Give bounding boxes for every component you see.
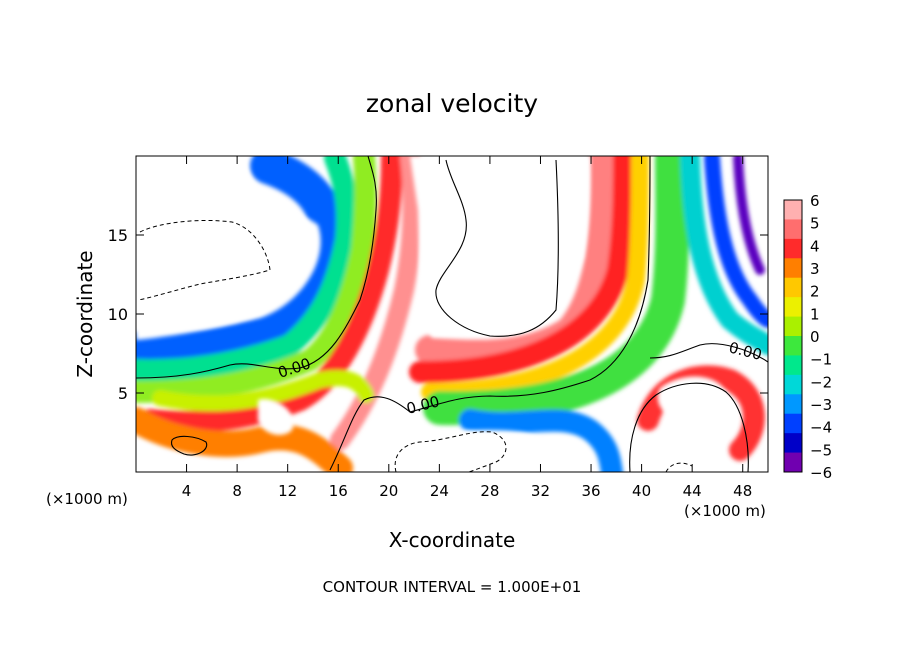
contour-negative-lines <box>137 220 693 472</box>
colorbar-swatch <box>784 336 802 356</box>
contour-zero-lower <box>329 156 651 471</box>
field-band-right-yellow <box>421 156 649 401</box>
colorbar-tick-label: −5 <box>810 441 832 459</box>
colorbar: 6 5 4 3 2 1 0 −1 −2 −3 −4 −5 −6 <box>783 192 832 482</box>
contour-positive-upper <box>435 159 559 337</box>
y-axis: 5 10 15 <box>108 226 768 403</box>
colorbar-swatch <box>784 394 802 415</box>
colorbar-tick-label: −2 <box>810 373 832 391</box>
x-tick-label: 48 <box>733 482 752 500</box>
colorbar-swatch <box>784 297 802 318</box>
contour-zero-left <box>136 156 377 379</box>
colorbar-swatch <box>784 200 802 220</box>
contour-dashed-lower <box>394 431 507 472</box>
field-band-right-red <box>409 156 635 383</box>
x-tick-label: 12 <box>278 482 297 500</box>
x-tick-label: 40 <box>632 482 651 500</box>
field-gaps <box>136 156 728 472</box>
contour-zero-right-lower <box>629 382 749 472</box>
field-lower-left-green <box>152 370 374 412</box>
colorbar-swatch <box>784 258 802 279</box>
colorbar-tick-label: 3 <box>810 260 820 278</box>
field-band-left-red <box>139 156 403 433</box>
colorbar-tick-label: 2 <box>810 283 820 301</box>
colorbar-swatch <box>784 277 802 298</box>
field-band-right-green <box>423 156 690 426</box>
colorbar-tick-label: 6 <box>810 192 820 210</box>
chart-title: zonal velocity <box>366 89 538 118</box>
x-unit-label-right: (×1000 m) <box>684 502 766 520</box>
colorbar-swatch <box>784 238 802 259</box>
colorbar-swatch <box>784 452 802 473</box>
field-band-left-green <box>136 156 377 403</box>
x-tick-label: 36 <box>581 482 600 500</box>
colorbar-tick-label: −3 <box>810 396 832 414</box>
x-tick-label: 24 <box>430 482 449 500</box>
field-band-right-pink <box>415 156 619 365</box>
colorbar-frame <box>783 199 803 473</box>
colorbar-swatch <box>784 219 802 240</box>
contour-zero-right <box>649 343 768 363</box>
field-band-right-cyan <box>680 156 768 355</box>
colorbar-tick-label: 0 <box>810 328 820 346</box>
colorbar-tick-label: 1 <box>810 305 820 323</box>
colorbar-tick-label: 4 <box>810 237 820 255</box>
colorbar-swatch <box>784 355 802 376</box>
x-tick-label: 4 <box>182 482 192 500</box>
field-band-left-cyan <box>136 156 359 382</box>
x-tick-label: 28 <box>480 482 499 500</box>
y-tick-label: 5 <box>118 384 128 403</box>
x-tick-label: 32 <box>531 482 550 500</box>
colorbar-swatch <box>784 433 802 454</box>
x-tick-label: 16 <box>329 482 348 500</box>
y-axis-label: Z-coordinate <box>73 250 97 377</box>
x-tick-label: 8 <box>232 482 242 500</box>
colorbar-tick-label: −1 <box>810 351 832 369</box>
contour-lines <box>136 156 768 472</box>
plot-area: 0.00 0.00 0.00 <box>136 156 768 472</box>
colorbar-tick-label: −4 <box>810 419 832 437</box>
x-axis: 4 8 12 16 20 24 28 32 36 40 44 48 <box>182 156 752 500</box>
field-lower-blue <box>459 409 623 472</box>
y-tick-label: 10 <box>108 305 128 324</box>
field-band-right-blue <box>704 156 768 328</box>
y-tick-label: 15 <box>108 226 128 245</box>
colorbar-swatch <box>784 374 802 395</box>
velocity-field <box>136 156 768 472</box>
x-tick-label: 20 <box>379 482 398 500</box>
x-unit-label: (×1000 m) <box>46 490 128 508</box>
colorbar-swatch <box>784 413 802 434</box>
colorbar-tick-label: −6 <box>810 464 832 482</box>
contour-dashed-upper-left <box>137 220 271 301</box>
field-band-left-blue <box>136 156 345 368</box>
contour-dashed-lower-right <box>665 462 693 472</box>
x-axis-label: X-coordinate <box>389 528 516 552</box>
contour-positive-small <box>170 435 208 456</box>
field-lower-left <box>136 407 353 472</box>
colorbar-swatch <box>784 316 802 337</box>
field-band-right-purple <box>733 156 765 275</box>
x-tick-label: 44 <box>683 482 702 500</box>
contour-interval-footer: CONTOUR INTERVAL = 1.000E+01 <box>323 578 582 596</box>
colorbar-tick-label: 5 <box>810 215 820 233</box>
